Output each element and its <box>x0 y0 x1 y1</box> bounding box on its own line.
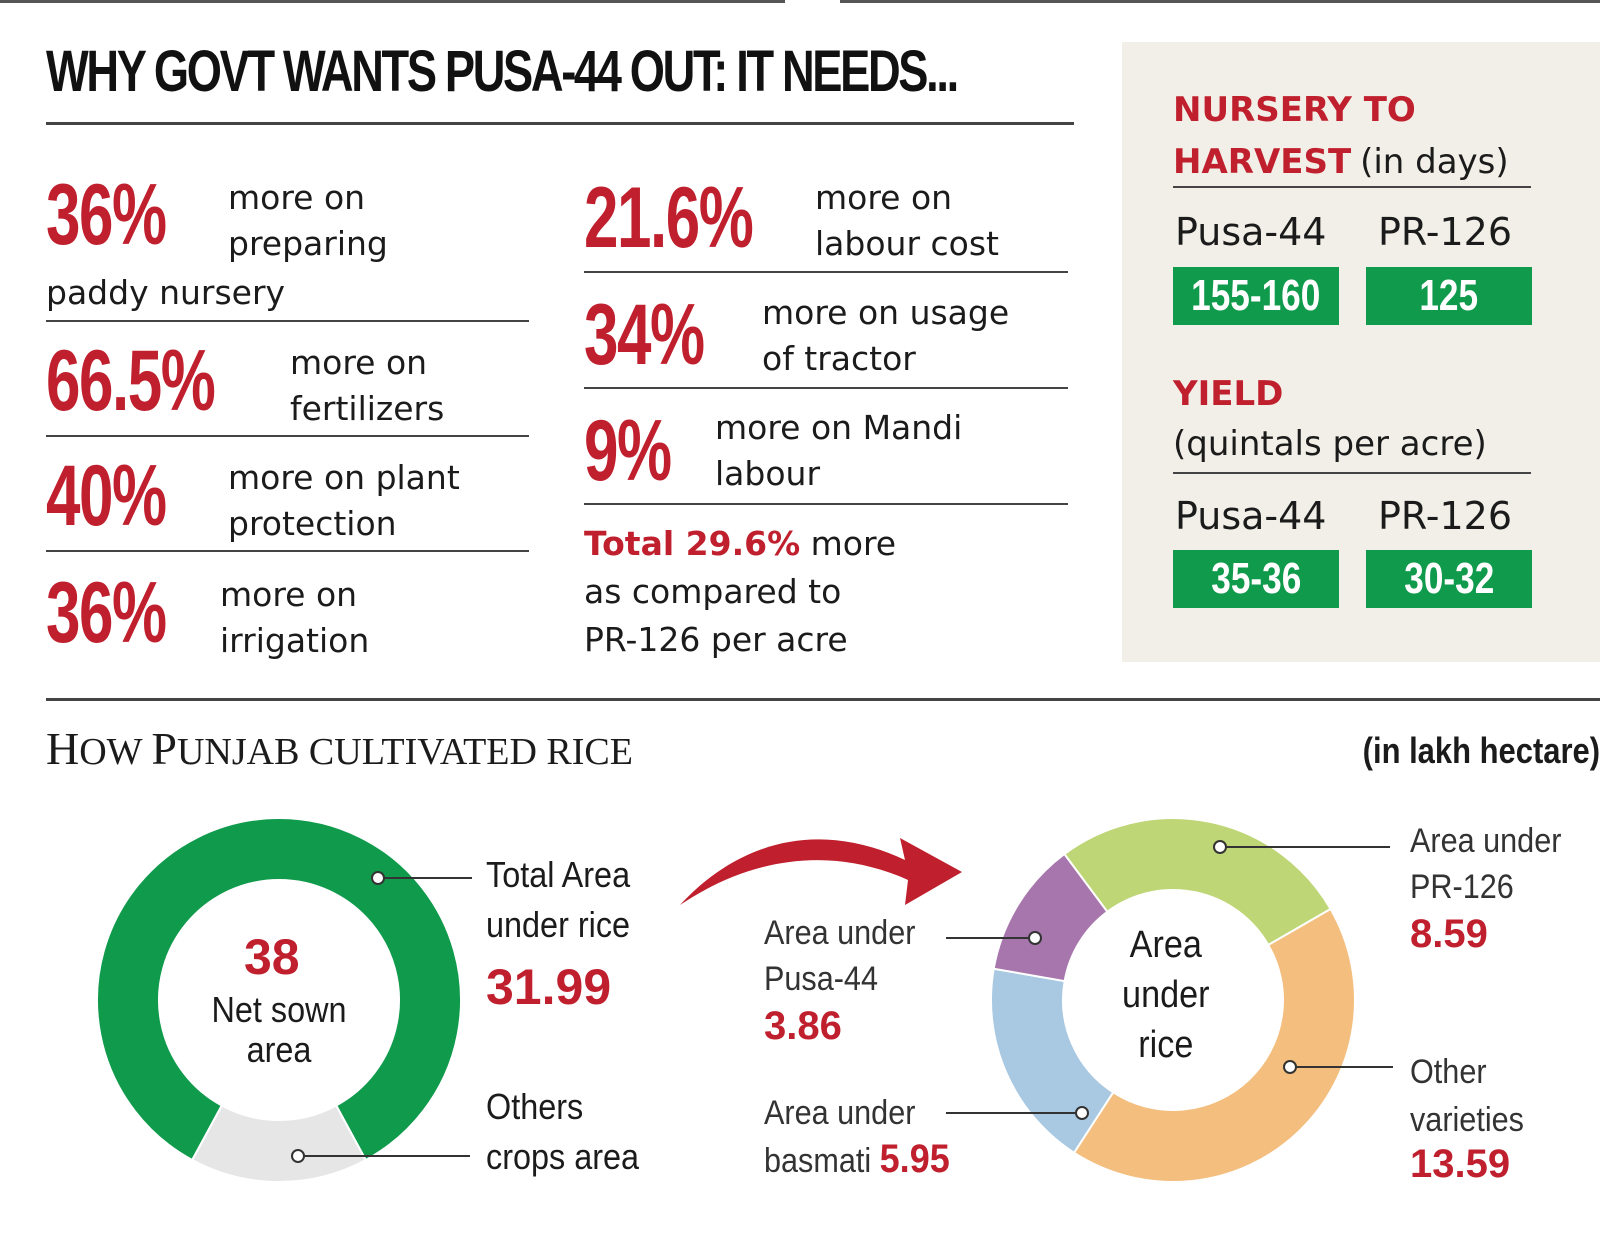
stat-desc: more on usage of tractor <box>762 293 1010 378</box>
value-box: 125 <box>1366 267 1532 325</box>
stat-value: 36% <box>46 565 167 661</box>
net-sown-value: 38 <box>244 929 300 985</box>
stat-value: 36% <box>46 167 167 263</box>
stat-desc-line3: paddy nursery <box>46 273 286 312</box>
basmati-label: Area under basmati 5.95 <box>764 1094 950 1181</box>
stat-nursery: 36% <box>46 172 212 258</box>
stat-fertilizers: 66.5% <box>46 338 280 424</box>
divider <box>46 550 529 552</box>
stat-desc: more on plant protection <box>228 458 460 543</box>
pr126-value: 8.59 <box>1410 912 1488 956</box>
slice-pusa44 <box>992 852 1109 983</box>
stat-mandi: 9% <box>584 408 704 494</box>
stat-value: 40% <box>46 448 167 544</box>
stat-tractor: 34% <box>584 292 750 378</box>
value-box: 30-32 <box>1366 550 1532 608</box>
net-sown-label: Net sown area <box>211 989 347 1070</box>
others-area-label: Others crops area <box>486 1086 640 1177</box>
divider <box>584 387 1068 389</box>
leader-pusa-marker <box>1028 931 1042 945</box>
slice-rice-area <box>96 816 462 1162</box>
nursery-title: NURSERY TO HARVEST (in days) <box>1173 90 1509 182</box>
slice-pr126 <box>1062 817 1332 947</box>
rice-area-value: 31.99 <box>486 959 612 1015</box>
slice-other-crops <box>190 1104 368 1183</box>
leader-pr126-marker <box>1213 840 1227 854</box>
leader-other-varieties-marker <box>1283 1060 1297 1074</box>
stat-plant-protection: 40% <box>46 453 212 539</box>
stat-value: 34% <box>584 287 705 383</box>
unit-label: (in lakh hectare) <box>1362 730 1600 771</box>
headline-rule <box>46 122 1074 125</box>
other-varieties-value: 13.59 <box>1410 1142 1511 1186</box>
section-rule <box>46 698 1600 701</box>
total-highlight: Total 29.6% <box>584 524 801 563</box>
pr126-label: Area under PR-126 <box>1410 822 1562 906</box>
leader-others-marker <box>291 1149 305 1163</box>
basmati-value: 5.95 <box>879 1137 950 1181</box>
top-rule-right <box>840 0 1600 3</box>
stat-desc: more on preparing <box>228 178 388 263</box>
divider <box>46 320 529 322</box>
divider <box>584 503 1068 505</box>
pusa-label: Area under Pusa-44 <box>764 914 916 998</box>
arrow-icon <box>680 838 962 905</box>
stat-value: 21.6% <box>584 170 754 266</box>
divider <box>46 435 529 437</box>
divider <box>584 271 1068 273</box>
stat-desc: more on fertilizers <box>290 343 445 428</box>
top-rule-left <box>0 0 785 3</box>
section-title: HOW PUNJAB CULTIVATED RICE <box>46 723 633 774</box>
total-summary: Total 29.6% more as compared to PR-126 p… <box>584 524 897 659</box>
variety-label: PR-126 <box>1378 210 1513 254</box>
stat-desc: more on labour cost <box>815 178 999 263</box>
stat-value: 66.5% <box>46 333 216 429</box>
stat-irrigation: 36% <box>46 570 212 656</box>
variety-label: Pusa-44 <box>1175 210 1327 254</box>
rice-center-label: Area under rice <box>1122 924 1210 1066</box>
variety-label: Pusa-44 <box>1175 494 1327 538</box>
stat-labour: 21.6% <box>584 175 818 261</box>
headline: WHY GOVT WANTS PUSA-44 OUT: IT NEEDS... <box>46 39 959 104</box>
leader-basmati-marker <box>1075 1106 1089 1120</box>
other-varieties-label: Other varieties <box>1410 1053 1524 1139</box>
yield-title: YIELD (quintals per acre) <box>1173 374 1487 464</box>
slice-other-varieties <box>1072 907 1356 1183</box>
rice-area-donut <box>990 817 1356 1183</box>
panel-rule <box>1173 186 1531 188</box>
panel-rule <box>1173 472 1531 474</box>
value-box: 35-36 <box>1173 550 1339 608</box>
stat-desc: more on irrigation <box>220 575 370 660</box>
rice-area-label: Total Area under rice <box>486 854 631 945</box>
value-box: 155-160 <box>1173 267 1339 325</box>
stat-desc: more on Mandi labour <box>715 408 963 493</box>
stat-value: 9% <box>584 403 672 499</box>
variety-label: PR-126 <box>1378 494 1513 538</box>
leader-rice-marker <box>371 871 385 885</box>
net-sown-donut <box>96 816 462 1183</box>
pusa-value: 3.86 <box>764 1004 842 1048</box>
